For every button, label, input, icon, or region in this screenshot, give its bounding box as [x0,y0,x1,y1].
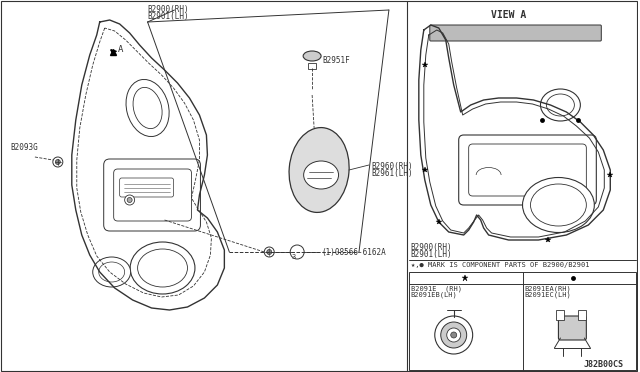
Ellipse shape [540,89,580,121]
Ellipse shape [531,184,586,226]
Circle shape [55,160,60,164]
Bar [308,63,316,69]
Ellipse shape [99,262,125,282]
FancyBboxPatch shape [104,159,200,231]
Circle shape [53,157,63,167]
Text: B2900(RH): B2900(RH) [148,5,189,14]
Circle shape [451,332,457,338]
Ellipse shape [133,87,162,129]
Ellipse shape [522,177,595,232]
Circle shape [435,316,473,354]
FancyBboxPatch shape [430,25,602,41]
Bar [556,310,564,320]
Text: B2091EA(RH): B2091EA(RH) [525,286,572,292]
FancyBboxPatch shape [468,144,586,196]
Ellipse shape [547,94,574,116]
Text: B2961(LH): B2961(LH) [371,169,413,178]
Text: B2091EC(LH): B2091EC(LH) [525,292,572,298]
FancyBboxPatch shape [120,178,173,197]
Bar [409,272,636,370]
Text: 3: 3 [292,254,296,260]
Text: VIEW A: VIEW A [491,10,526,20]
Text: (1)08566-6162A: (1)08566-6162A [321,248,386,257]
FancyBboxPatch shape [114,169,191,221]
Circle shape [441,322,467,348]
Text: J82B00CS: J82B00CS [583,360,623,369]
Circle shape [290,245,304,259]
Bar [579,310,586,320]
Ellipse shape [130,242,195,294]
Text: ★,● MARK IS COMPONENT PARTS OF B2900/B2901: ★,● MARK IS COMPONENT PARTS OF B2900/B29… [411,262,589,268]
Text: B2901(LH): B2901(LH) [411,250,452,259]
Ellipse shape [303,161,339,189]
Text: B2091E  (RH): B2091E (RH) [411,286,462,292]
Text: B2901(LH): B2901(LH) [148,12,189,21]
Ellipse shape [303,51,321,61]
Circle shape [127,198,132,202]
Ellipse shape [126,80,169,137]
Text: B2951F: B2951F [322,56,350,65]
Circle shape [267,250,272,254]
Text: B2900(RH): B2900(RH) [411,243,452,252]
Circle shape [125,195,134,205]
FancyBboxPatch shape [459,135,596,205]
Circle shape [264,247,274,257]
Text: B2093G: B2093G [10,143,38,152]
Text: B2091EB(LH): B2091EB(LH) [411,292,458,298]
Ellipse shape [138,249,188,287]
Text: A: A [118,45,123,54]
FancyBboxPatch shape [559,316,586,340]
Circle shape [447,328,461,342]
Ellipse shape [289,128,349,212]
Text: B2960(RH): B2960(RH) [371,162,413,171]
Ellipse shape [93,257,131,287]
